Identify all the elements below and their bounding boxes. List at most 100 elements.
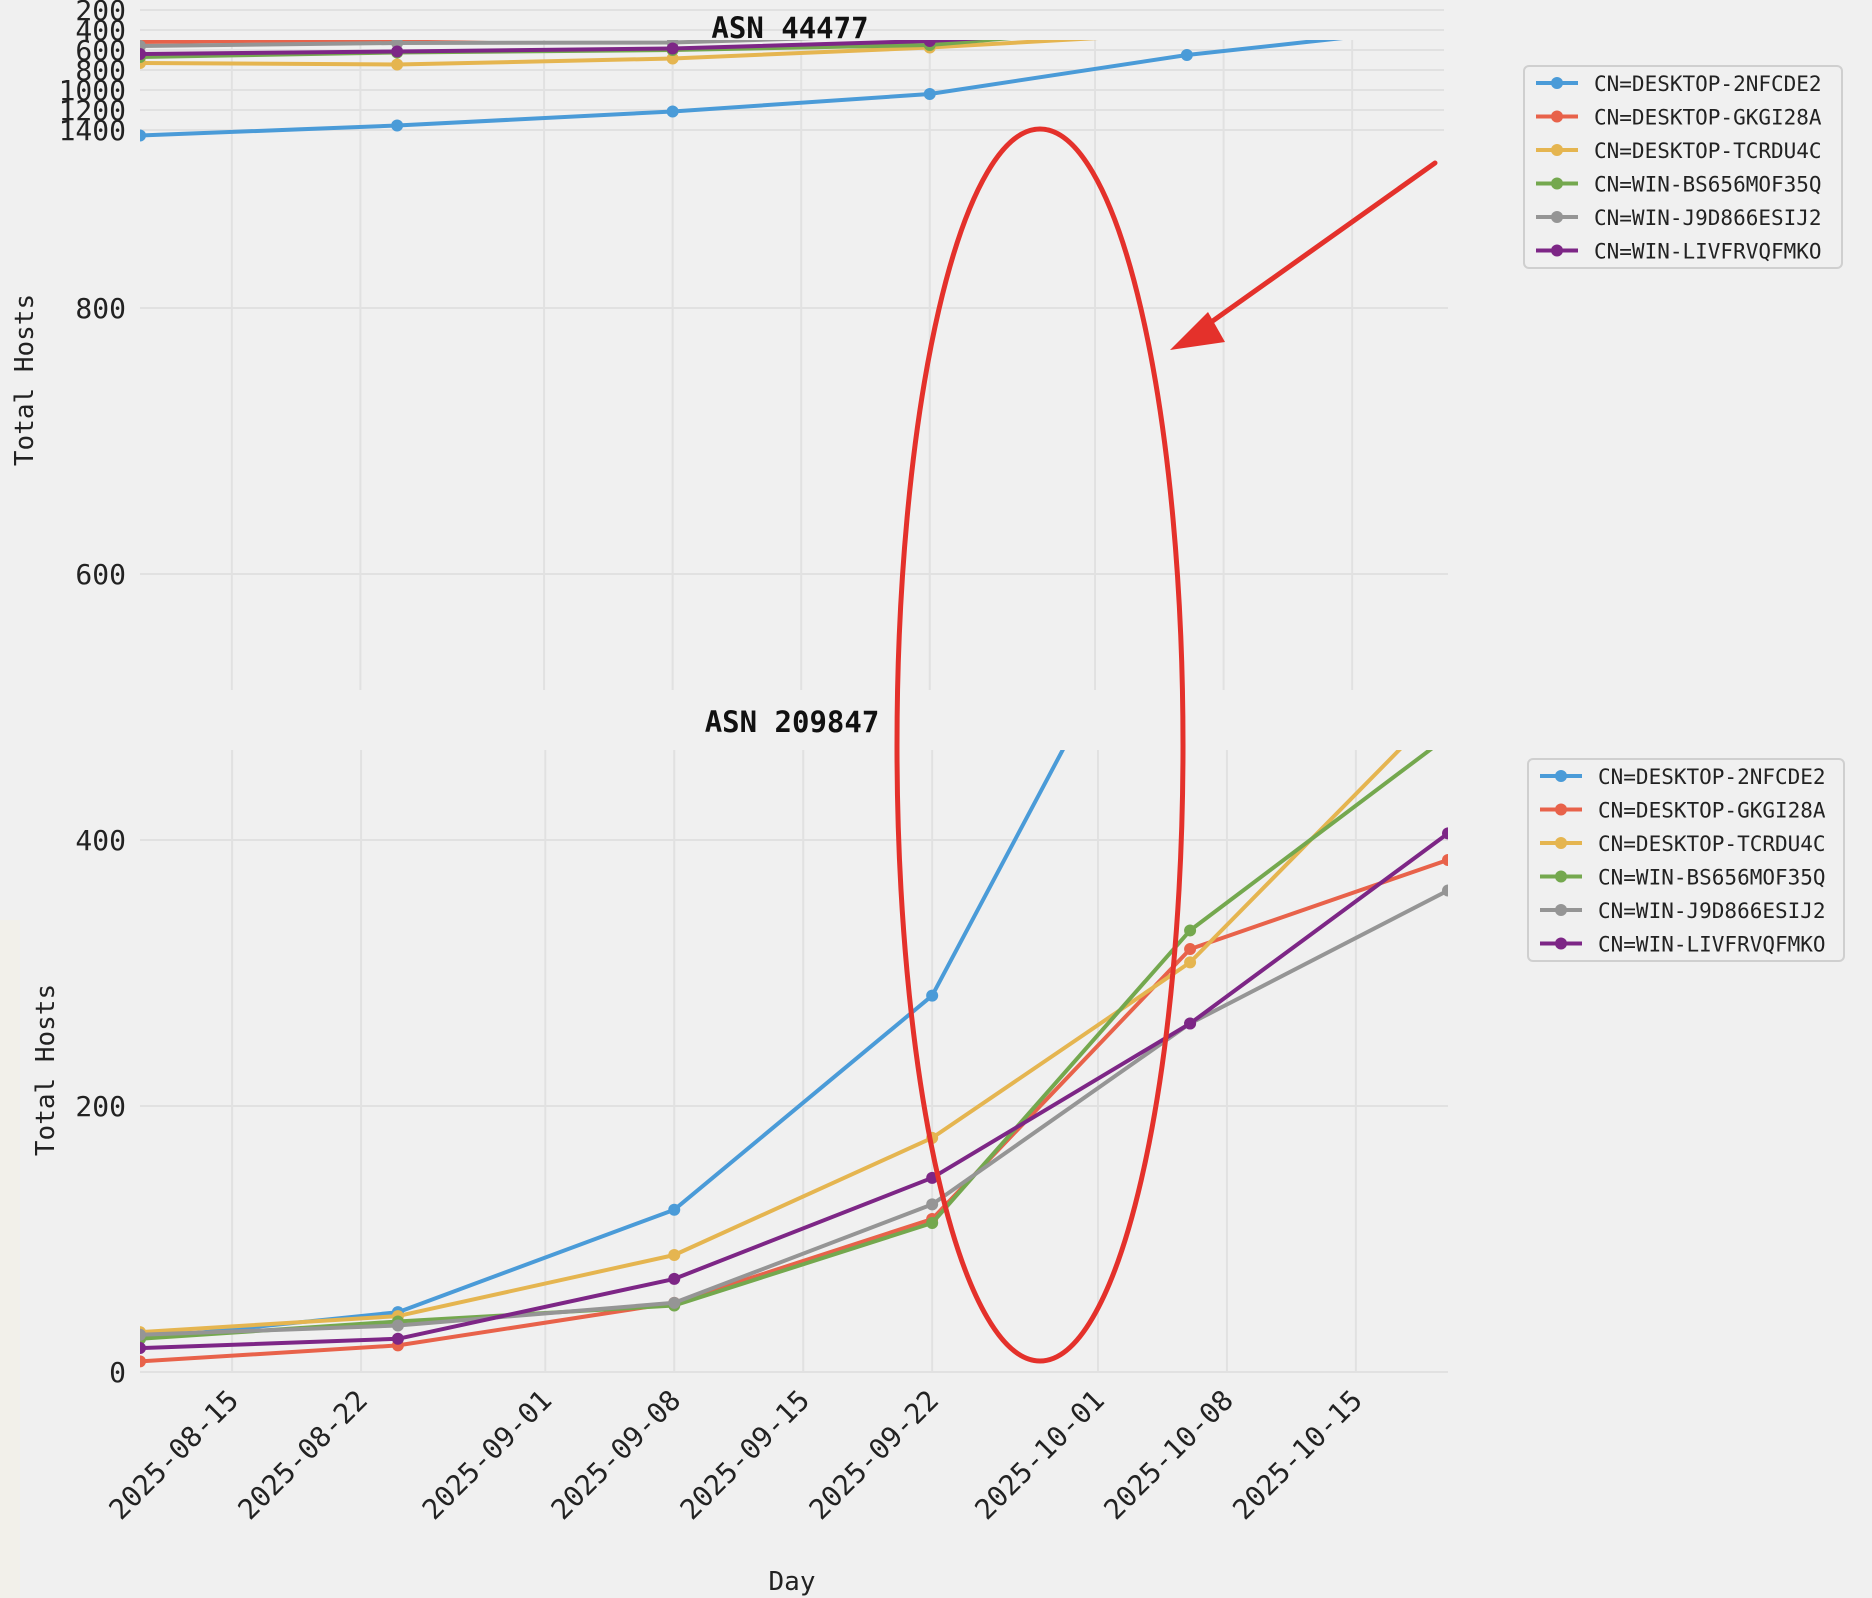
data-point-cn-desktop-tcrdu4c	[1181, 27, 1193, 39]
legend: CN=DESKTOP-2NFCDE2 CN=DESKTOP-GKGI28A CN=D…	[1527, 758, 1845, 962]
y-tick-label: 800	[75, 54, 126, 87]
data-point-cn-desktop-gkgi28a	[1184, 943, 1197, 956]
data-point-cn-win-j9d866esij2	[140, 1328, 146, 1341]
series-line-cn-desktop-2nfcde2	[140, 750, 1065, 1341]
legend-label: CN=WIN-LIVFRVQFMKO	[1598, 933, 1826, 957]
data-point-cn-desktop-tcrdu4c	[391, 58, 404, 71]
legend-label: CN=DESKTOP-TCRDU4C	[1594, 139, 1822, 163]
series-line-cn-desktop-gkgi28a	[140, 858, 1448, 1364]
legend-marker	[1551, 244, 1563, 257]
y-tick-label: 200	[75, 1090, 126, 1123]
data-point-cn-win-bs656mof35q	[926, 1217, 939, 1230]
x-tick-label: 2025-10-01	[968, 1384, 1111, 1527]
series-line-cn-win-livfrvqfmko	[140, 831, 1448, 1351]
annotations-layer	[894, 126, 1438, 1364]
data-point-cn-win-livfrvqfmko	[1184, 1017, 1197, 1030]
x-axis-label: Day	[769, 1567, 816, 1597]
y-tick-label: 1200	[59, 94, 126, 127]
y-tick-label: 600	[75, 34, 126, 67]
series-line-cn-desktop-tcrdu4c	[140, 40, 1099, 67]
x-tick-label: 2025-09-15	[674, 1384, 817, 1527]
data-point-cn-desktop-tcrdu4c	[1442, 694, 1454, 706]
series-line-cn-win-livfrvqfmko	[140, 40, 983, 56]
series-line-cn-win-j9d866esij2	[140, 888, 1448, 1337]
data-point-cn-desktop-tcrdu4c	[1184, 956, 1197, 969]
data-point-cn-win-livfrvqfmko	[140, 1342, 146, 1355]
series-line-cn-win-j9d866esij2	[140, 40, 818, 48]
data-point-cn-win-livfrvqfmko	[391, 1332, 404, 1345]
data-point-cn-win-j9d866esij2	[1438, 6, 1450, 18]
legend-label: CN=DESKTOP-GKGI28A	[1594, 106, 1822, 130]
data-point-cn-win-livfrvqfmko	[1438, 3, 1450, 15]
x-tick-label: 2025-08-22	[231, 1384, 374, 1527]
data-point-cn-win-livfrvqfmko	[668, 1272, 681, 1285]
legend-label: CN=DESKTOP-TCRDU4C	[1598, 832, 1826, 856]
data-point-cn-win-livfrvqfmko	[1442, 827, 1448, 840]
legend-label: CN=WIN-J9D866ESIJ2	[1598, 899, 1826, 923]
data-point-cn-win-bs656mof35q	[1184, 924, 1197, 937]
y-tick-label: 400	[75, 824, 126, 857]
data-point-cn-win-livfrvqfmko	[666, 42, 679, 55]
legend-marker	[1555, 837, 1567, 849]
legend-label: CN=DESKTOP-GKGI28A	[1598, 799, 1826, 823]
legend-marker	[1551, 211, 1563, 223]
legend: CN=DESKTOP-2NFCDE2 CN=DESKTOP-GKGI28A CN=D…	[1523, 65, 1843, 269]
data-point-cn-win-livfrvqfmko	[140, 48, 146, 60]
chart-title: ASN 44477	[711, 11, 868, 45]
legend-label: CN=WIN-LIVFRVQFMKO	[1594, 240, 1822, 264]
legend-marker	[1551, 110, 1563, 123]
data-point-cn-desktop-tcrdu4c	[668, 1248, 681, 1261]
series-line-cn-win-bs656mof35q	[140, 750, 1434, 1341]
y-tick-label: 200	[75, 0, 126, 27]
series-line-cn-desktop-2nfcde2	[140, 40, 1344, 138]
y-tick-label: 1000	[59, 74, 126, 107]
x-tick-label: 2025-09-08	[545, 1384, 688, 1527]
y-axis-label: Total Hosts	[31, 984, 61, 1156]
legend-label: CN=WIN-J9D866ESIJ2	[1594, 206, 1822, 230]
y-tick-label: 800	[75, 292, 126, 325]
data-point-cn-desktop-2nfcde2	[1442, 176, 1454, 188]
data-point-cn-desktop-tcrdu4c	[666, 52, 679, 65]
data-point-cn-desktop-gkgi28a	[1442, 853, 1448, 866]
series-line-cn-desktop-tcrdu4c	[140, 750, 1402, 1335]
data-point-cn-desktop-gkgi28a	[140, 1355, 146, 1368]
data-point-cn-desktop-2nfcde2	[926, 989, 939, 1002]
legend-marker	[1551, 177, 1563, 190]
data-point-cn-desktop-2nfcde2	[923, 88, 936, 100]
x-tick-label: 2025-09-22	[803, 1384, 946, 1527]
legend-frame	[1523, 65, 1843, 269]
legend-marker	[1551, 144, 1563, 156]
arrow-shaft	[1197, 160, 1438, 333]
data-point-cn-desktop-2nfcde2	[1180, 49, 1193, 61]
data-point-cn-win-j9d866esij2	[391, 1319, 404, 1332]
data-point-cn-desktop-2nfcde2	[668, 1203, 681, 1216]
data-point-cn-desktop-2nfcde2	[666, 105, 679, 118]
legend-marker	[1555, 803, 1567, 816]
legend-marker	[1555, 904, 1567, 916]
left-edge-strip	[0, 920, 20, 1598]
legend-frame	[1527, 758, 1845, 962]
x-tick-label: 2025-10-08	[1097, 1384, 1240, 1527]
data-point-cn-win-bs656mof35q	[1442, 730, 1454, 742]
legend-label: CN=WIN-BS656MOF35Q	[1598, 866, 1826, 890]
legend-marker	[1551, 77, 1563, 89]
data-point-cn-win-j9d866esij2	[1442, 884, 1448, 897]
y-tick-label: 0	[109, 1356, 126, 1389]
x-tick-label: 2025-10-15	[1226, 1384, 1369, 1527]
arrow-head	[1170, 312, 1225, 350]
y-tick-label: 600	[75, 558, 126, 591]
data-point-cn-desktop-2nfcde2	[1438, 21, 1450, 33]
y-tick-label: 400	[75, 14, 126, 47]
legend-marker	[1555, 770, 1567, 782]
data-point-cn-win-bs656mof35q	[1438, 2, 1450, 14]
data-point-cn-win-j9d866esij2	[668, 1296, 681, 1309]
legend-label: CN=WIN-BS656MOF35Q	[1594, 173, 1822, 197]
highlight-ellipse	[894, 126, 1186, 1364]
data-point-cn-win-bs656mof35q	[1181, 17, 1193, 29]
data-point-cn-win-j9d866esij2	[926, 1198, 939, 1211]
data-point-cn-win-livfrvqfmko	[923, 40, 936, 47]
y-tick-label: 1400	[59, 114, 126, 147]
